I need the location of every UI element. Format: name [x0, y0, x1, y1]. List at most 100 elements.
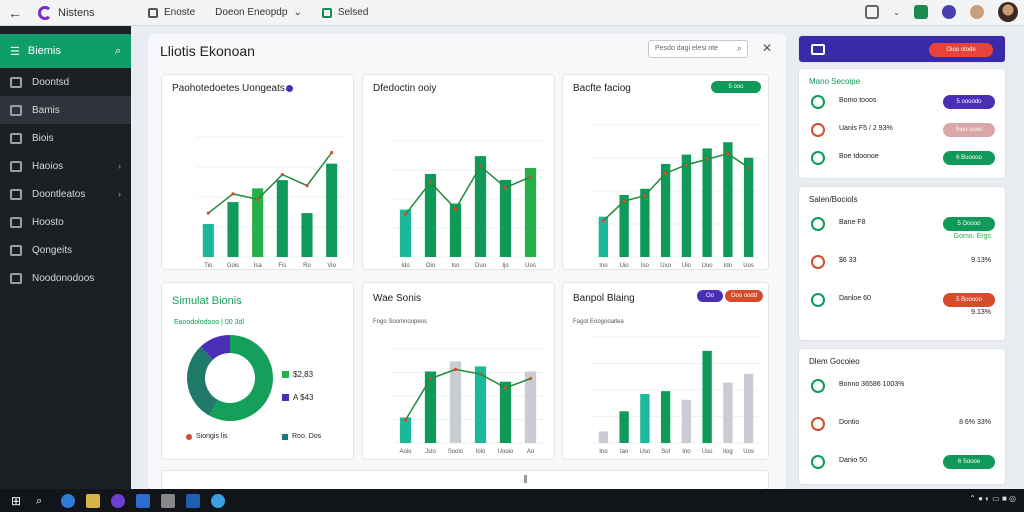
sidebar-item[interactable]: Bamis [0, 96, 131, 124]
user-icon[interactable] [970, 5, 984, 19]
header-badge[interactable]: Oioo otode [929, 43, 993, 57]
x-tick-label: Isa [254, 263, 263, 269]
series-line [404, 165, 531, 215]
bar [660, 163, 671, 257]
tab-2[interactable]: Doeon Eneopdp ⌄ [215, 7, 302, 18]
sidebar-item[interactable]: Biois [0, 124, 131, 152]
sidebar-item-label: Bamis [32, 104, 60, 116]
app-icon[interactable] [186, 493, 200, 508]
action-pill[interactable]: 5 Booooo [943, 293, 995, 307]
section-title: Mano Secoipe [809, 77, 861, 86]
sidebar-item-label: Qongeits [32, 244, 73, 256]
store-icon[interactable] [136, 493, 150, 508]
chart-card-6: Banpol Blaing Oo Ooo oodd Fagot Eoogooai… [562, 282, 769, 460]
row-label: Dontio [839, 419, 860, 426]
close-icon[interactable]: ✕ [762, 41, 773, 55]
row-label: $6 33 [839, 257, 857, 264]
line-point [428, 377, 433, 381]
bar [619, 411, 629, 443]
bar [301, 213, 313, 257]
x-tick-label: Uuo [702, 263, 714, 269]
bar [702, 350, 712, 443]
action-pill[interactable]: 5 Ooooo [943, 217, 995, 231]
tab-1[interactable]: Enoste [148, 7, 195, 18]
folder-icon[interactable] [86, 493, 100, 508]
app-name: Nistens [58, 6, 95, 19]
bar [276, 180, 288, 257]
sidebar-header[interactable]: ☰ Biemis ⌕ [0, 34, 131, 68]
line-point [503, 185, 508, 190]
x-tick-label: Ijo [502, 263, 509, 269]
chevron-down-icon[interactable]: ⌄ [893, 7, 900, 17]
browser-icon[interactable] [61, 493, 75, 508]
action-pill[interactable]: 6 Soooo [943, 455, 995, 469]
system-tray[interactable]: ⌃ ● ◐ ▭ ■ ◎ [969, 494, 1016, 503]
bar-line-chart-3: Ino Uio Iso Uxo Uio Uuo Ido Uos [593, 124, 759, 269]
sidebar-item[interactable]: Doontleatos › [0, 180, 131, 208]
x-tick-label: Uio [620, 263, 630, 269]
line-point [643, 193, 647, 198]
notification-icon[interactable] [942, 5, 956, 19]
donut-slice [187, 346, 219, 416]
chevron-right-icon: › [118, 161, 121, 171]
row-icon [811, 379, 825, 393]
sidebar-item-label: Doontleatos [32, 188, 86, 200]
sidebar-item[interactable]: Doontsd [0, 68, 131, 96]
menu-icon[interactable]: ☰ [10, 45, 20, 58]
x-tick-label: Uio [682, 263, 692, 269]
action-pill[interactable]: 5 oooodo [943, 95, 995, 109]
search-input[interactable]: Pesdo dagi elesi ote ⌕ [648, 40, 748, 58]
window-icon[interactable] [865, 5, 880, 19]
nav-icon [10, 104, 22, 116]
filter-badge[interactable]: Ooo oodd [725, 290, 763, 302]
windows-start-icon[interactable]: ⊞ [11, 493, 22, 508]
bar [399, 209, 412, 257]
app-icon[interactable] [111, 493, 125, 508]
app-icon[interactable] [161, 493, 175, 508]
sidebar-item[interactable]: Noodonodoos [0, 264, 131, 292]
info-icon[interactable] [286, 85, 293, 92]
taskbar: ⊞ ⌕ ⌃ ● ◐ ▭ ■ ◎ [0, 489, 1024, 512]
x-tick-label: Ino [682, 449, 691, 455]
browser-topbar: ← Nistens Enoste Doeon Eneopdp ⌄ Selsed ⌄ [0, 0, 1024, 26]
status-badge[interactable]: 5 ooo [711, 81, 761, 93]
tab-3[interactable]: Selsed [321, 7, 368, 18]
bar [449, 361, 462, 443]
home-icon[interactable] [914, 5, 928, 19]
legend-swatch [282, 371, 289, 378]
bar [702, 148, 712, 257]
sidebar-item[interactable]: Qongeits [0, 236, 131, 264]
action-pill[interactable]: 6 Booooo [943, 151, 995, 165]
app-icon[interactable] [211, 493, 225, 508]
sidebar-item[interactable]: Haoios › [0, 152, 131, 180]
search-icon: ⌕ [736, 43, 742, 53]
nav-icon [10, 76, 22, 88]
scroll-indicator[interactable] [524, 475, 527, 483]
row-value: 8 6% 33% [959, 419, 991, 426]
line-point [747, 166, 751, 170]
sidebar-item-label: Doontsd [32, 76, 70, 88]
bar [326, 163, 338, 257]
search-icon[interactable]: ⌕ [36, 494, 43, 507]
bar [723, 382, 733, 443]
line-point [528, 377, 533, 381]
right-panel-header: Oioo otode [798, 35, 1006, 63]
bottom-strip [161, 470, 769, 490]
row-icon [811, 417, 825, 431]
x-tick-label: Iso [451, 263, 460, 269]
filter-badge[interactable]: Oo [697, 290, 723, 302]
header-label [837, 44, 839, 51]
series-line [404, 368, 531, 421]
x-tick-label: Fis [278, 263, 286, 269]
main-panel: Lliotis Ekonoan Pesdo dagi elesi ote ⌕ ✕… [148, 34, 786, 490]
avatar[interactable] [998, 2, 1018, 22]
bar [227, 202, 239, 257]
section-title: Dlem Gocoieo [809, 357, 860, 366]
search-icon[interactable]: ⌕ [114, 44, 121, 57]
sidebar-item[interactable]: Hoosto [0, 208, 131, 236]
action-pill[interactable]: Sioo oooo [943, 123, 995, 137]
back-arrow-icon[interactable]: ← [8, 4, 22, 21]
row-label: Danloe 60 [839, 295, 871, 302]
line-point [231, 192, 235, 196]
chart-card-1: Paohotedoetes Uongeats Tio Gois Isa Fis Ro Vi… [161, 74, 354, 270]
